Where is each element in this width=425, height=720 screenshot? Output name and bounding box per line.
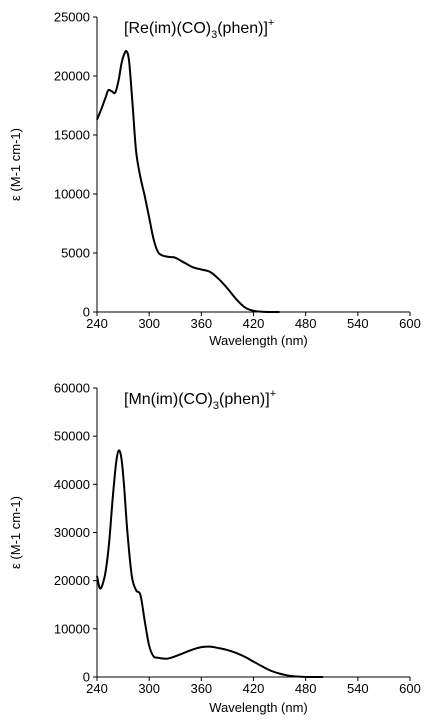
- y-tick-label: 10000: [54, 187, 90, 202]
- x-tick-label: 540: [347, 681, 369, 696]
- y-axis-title: ε (M-1 cm-1): [8, 496, 23, 569]
- chart-title-rest: (phen)]: [219, 391, 270, 408]
- chart-title-subscript: 3: [211, 29, 217, 41]
- x-axis-title: Wavelength (nm): [209, 700, 308, 715]
- x-tick-label: 300: [138, 316, 160, 331]
- chart-title-superscript: +: [268, 17, 274, 29]
- chart-title: [Re(im)(CO)3(phen)]+: [124, 17, 274, 41]
- y-tick-label: 50000: [54, 429, 90, 444]
- y-tick-label: 20000: [54, 69, 90, 84]
- chart-title-subscript: 3: [213, 400, 219, 412]
- x-tick-label: 540: [347, 316, 369, 331]
- y-tick-label: 40000: [54, 477, 90, 492]
- chart-title: [Mn(im)(CO)3(phen)]+: [124, 388, 276, 412]
- x-tick-label: 300: [138, 681, 160, 696]
- x-tick-label: 360: [190, 681, 212, 696]
- x-tick-label: 420: [243, 316, 265, 331]
- chart-re-complex: 0 5000 10000 15000 20000 25000 240 300 360 420 480…: [8, 10, 421, 349]
- chart-title-main: [Re(im)(CO): [124, 20, 211, 37]
- x-tick-label: 240: [86, 681, 108, 696]
- x-tick-label: 240: [86, 316, 108, 331]
- y-tick-label: 15000: [54, 128, 90, 143]
- y-axis-title: ε (M-1 cm-1): [8, 128, 23, 201]
- chart-title-rest: (phen)]: [217, 20, 268, 37]
- y-tick-label: 60000: [54, 381, 90, 396]
- x-tick-label: 600: [399, 681, 421, 696]
- x-tick-label: 480: [295, 681, 317, 696]
- x-tick-label: 600: [399, 316, 421, 331]
- y-tick-label: 5000: [61, 246, 90, 261]
- y-tick-label: 25000: [54, 10, 90, 25]
- x-tick-label: 420: [243, 681, 265, 696]
- y-tick-label: 0: [83, 670, 90, 685]
- absorption-spectrum-line: [96, 49, 280, 314]
- y-tick-label: 0: [83, 305, 90, 320]
- x-tick-label: 480: [295, 316, 317, 331]
- y-tick-label: 30000: [54, 525, 90, 540]
- x-tick-label: 360: [190, 316, 212, 331]
- x-axis-title: Wavelength (nm): [209, 333, 308, 348]
- absorption-spectrum-line: [96, 449, 324, 679]
- chart-title-superscript: +: [270, 388, 276, 400]
- y-tick-label: 10000: [54, 621, 90, 636]
- y-tick-label: 20000: [54, 573, 90, 588]
- chart-title-main: [Mn(im)(CO): [124, 391, 213, 408]
